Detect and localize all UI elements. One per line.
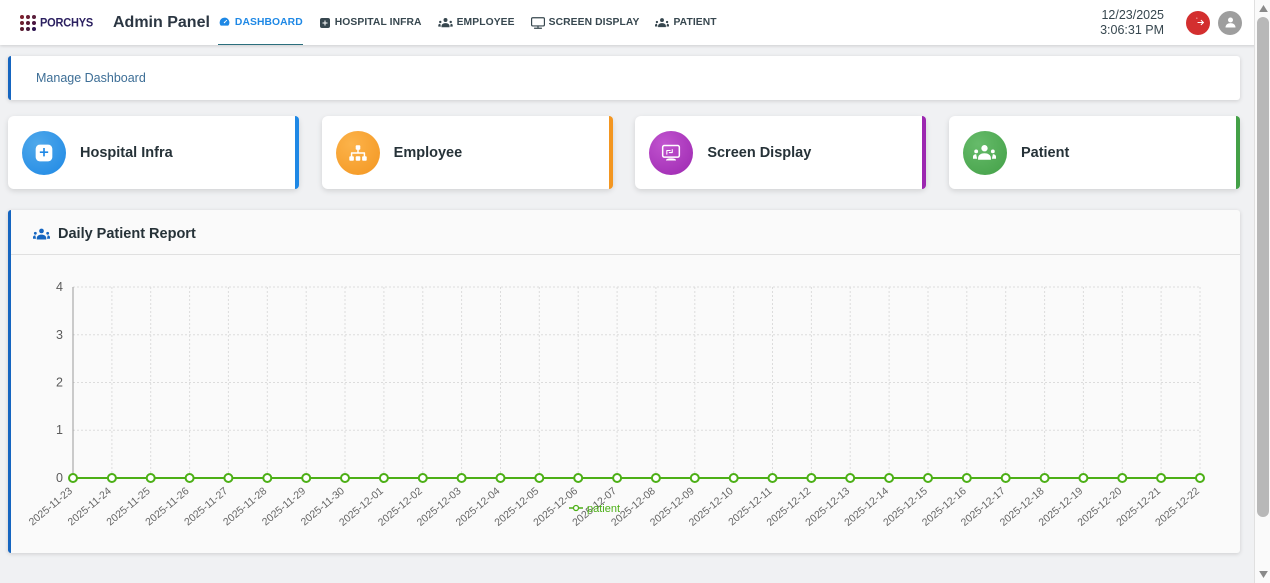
svg-text:1: 1 — [56, 423, 63, 437]
svg-text:3: 3 — [56, 328, 63, 342]
svg-text:patient: patient — [587, 503, 620, 515]
svg-text:2: 2 — [56, 376, 63, 390]
svg-text:4: 4 — [56, 280, 63, 294]
svg-text:0: 0 — [56, 471, 63, 485]
